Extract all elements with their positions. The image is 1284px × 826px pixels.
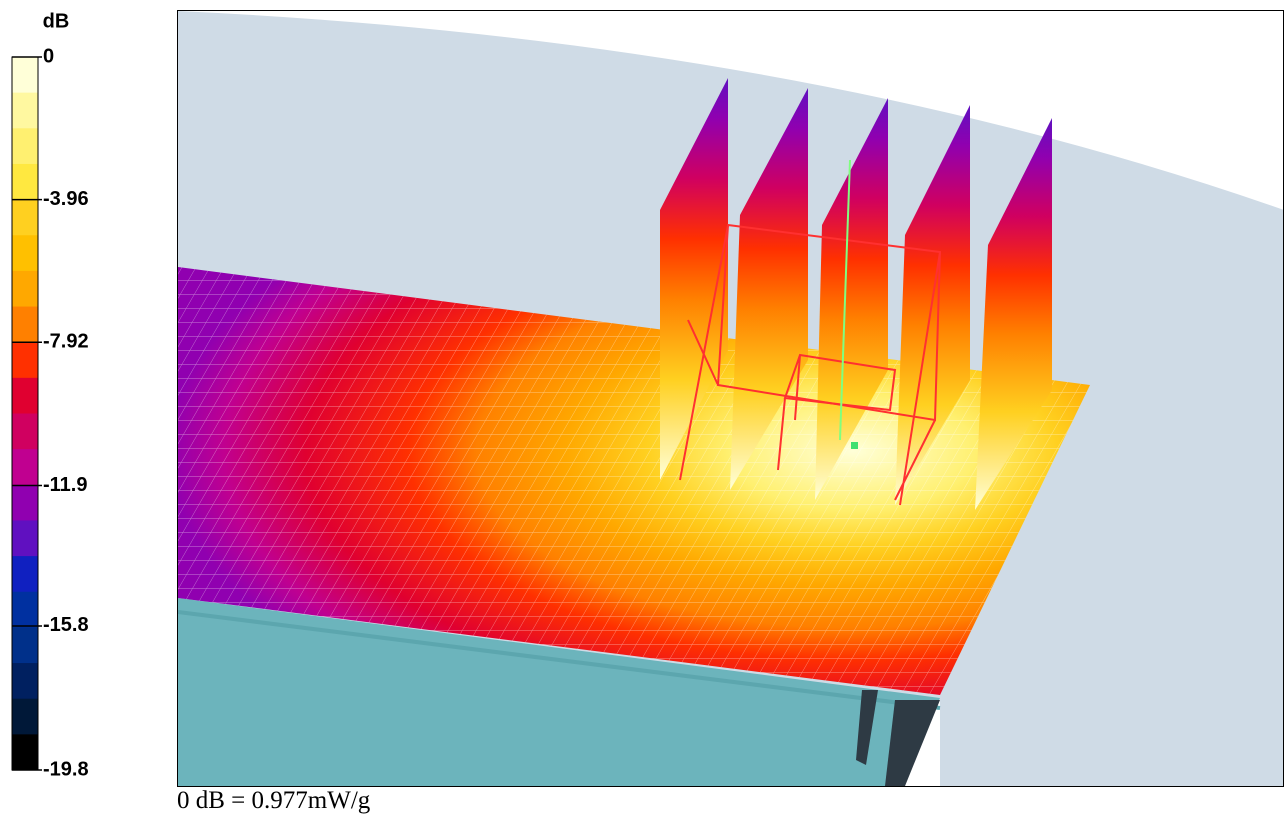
color-band <box>12 377 38 414</box>
color-band <box>12 413 38 450</box>
probe-point <box>851 442 858 449</box>
probe-wireframe <box>679 223 942 506</box>
phantom-shadow <box>856 690 878 765</box>
zoom-scan-slice <box>660 78 728 480</box>
colorbar-unit: dB <box>43 10 70 32</box>
color-band <box>12 734 38 771</box>
phantom-edge <box>178 610 941 710</box>
color-band <box>12 556 38 593</box>
color-band <box>12 663 38 700</box>
y-tick-label: -19.8 <box>43 758 89 780</box>
color-band <box>12 342 38 379</box>
color-band <box>12 627 38 664</box>
phantom-wall <box>178 598 940 786</box>
y-tick-label: -7.92 <box>43 330 89 352</box>
phantom-shadow <box>885 700 940 786</box>
color-band <box>12 591 38 628</box>
y-tick-label: 0 <box>43 45 54 67</box>
color-band <box>12 235 38 272</box>
zoom-scan-slice <box>975 118 1052 510</box>
color-band <box>12 199 38 236</box>
color-band <box>12 92 38 129</box>
caption: 0 dB = 0.977mW/g <box>177 787 371 814</box>
color-band <box>12 270 38 308</box>
color-band <box>12 128 38 165</box>
y-tick-label: -15.8 <box>43 614 89 636</box>
color-band <box>12 57 38 94</box>
color-band <box>12 484 38 521</box>
color-band <box>12 163 38 201</box>
y-tick-label: -11.9 <box>43 474 87 496</box>
color-band <box>12 306 38 343</box>
color-band <box>12 449 38 486</box>
y-tick-label: -3.96 <box>43 188 89 210</box>
color-band <box>12 520 38 557</box>
render-view <box>178 11 1284 786</box>
probe-axis <box>839 159 851 441</box>
color-band <box>12 698 38 735</box>
zoom-scan-slice <box>815 98 888 500</box>
